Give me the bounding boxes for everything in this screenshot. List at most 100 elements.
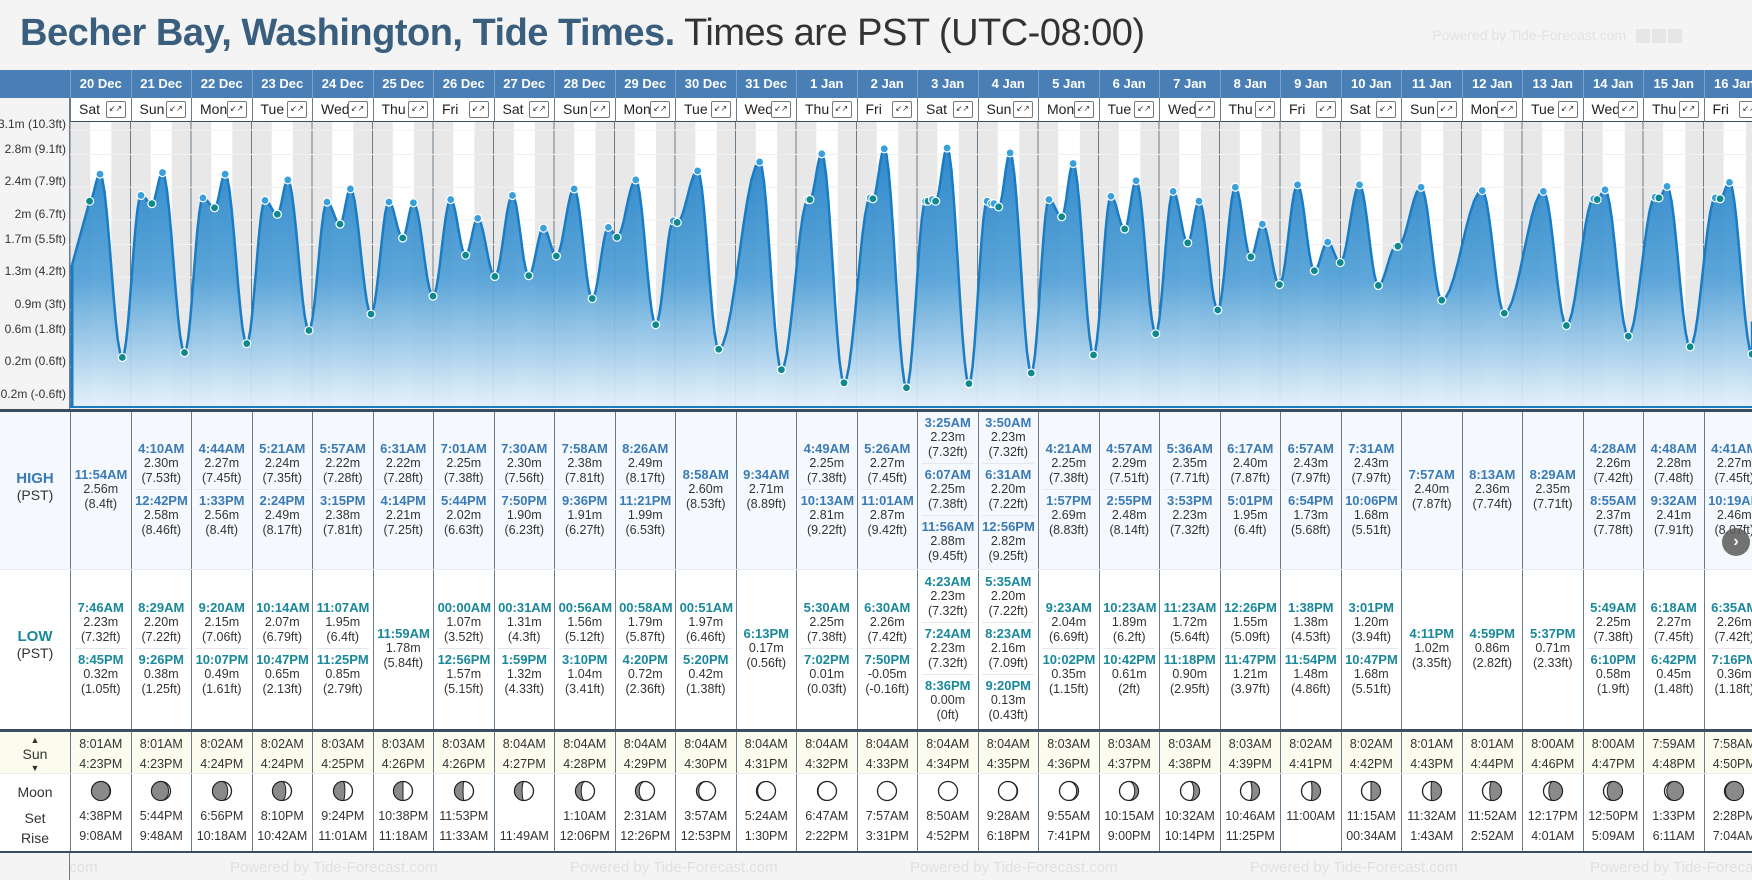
high-tide-marker[interactable] (631, 175, 641, 185)
low-tide-marker[interactable] (587, 293, 597, 304)
high-tide-marker[interactable] (136, 190, 146, 201)
low-tide-marker[interactable] (1120, 224, 1130, 234)
expand-day-button[interactable]: ↙↗ (1073, 101, 1094, 118)
low-tide-marker[interactable] (994, 202, 1004, 212)
high-tide-marker[interactable] (1662, 181, 1672, 192)
high-tide-marker[interactable] (1600, 185, 1610, 195)
low-tide-marker[interactable] (901, 383, 912, 393)
high-tide-marker[interactable] (283, 175, 293, 185)
high-tide-marker[interactable] (1044, 194, 1054, 205)
expand-day-button[interactable]: ↙↗ (287, 101, 307, 118)
expand-day-button[interactable]: ↙↗ (105, 101, 126, 118)
expand-day-button[interactable]: ↙↗ (166, 101, 186, 118)
high-tide-marker[interactable] (1477, 185, 1487, 196)
high-tide-marker[interactable] (345, 184, 356, 194)
low-tide-marker[interactable] (179, 347, 190, 358)
high-tide-marker[interactable] (603, 222, 614, 232)
expand-day-button[interactable]: ↙↗ (1315, 101, 1336, 118)
expand-day-button[interactable]: ↙↗ (408, 101, 428, 118)
low-tide-marker[interactable] (209, 203, 220, 213)
high-tide-marker[interactable] (942, 143, 952, 153)
low-tide-marker[interactable] (1183, 238, 1193, 248)
high-tide-marker[interactable] (1106, 191, 1116, 201)
low-tide-marker[interactable] (1246, 252, 1256, 262)
low-tide-marker[interactable] (805, 194, 815, 205)
expand-day-button[interactable]: ↙↗ (529, 101, 549, 118)
high-tide-marker[interactable] (1354, 180, 1365, 190)
expand-day-button[interactable]: ↙↗ (952, 101, 973, 118)
high-tide-marker[interactable] (538, 223, 549, 233)
expand-day-button[interactable]: ↙↗ (892, 101, 912, 118)
expand-day-button[interactable]: ↙↗ (1013, 101, 1033, 118)
expand-day-button[interactable]: ↙↗ (468, 101, 489, 118)
low-tide-marker[interactable] (714, 344, 724, 354)
low-tide-marker[interactable] (524, 271, 534, 281)
high-tide-marker[interactable] (322, 197, 332, 207)
low-tide-marker[interactable] (1499, 308, 1509, 318)
high-tide-marker[interactable] (1168, 186, 1178, 196)
low-tide-marker[interactable] (1654, 193, 1664, 203)
high-tide-marker[interactable] (1230, 182, 1240, 192)
expand-day-button[interactable]: ↙↗ (1134, 101, 1154, 118)
low-tide-marker[interactable] (428, 291, 438, 301)
expand-day-button[interactable]: ↙↗ (1194, 101, 1215, 118)
low-tide-marker[interactable] (1274, 280, 1285, 290)
low-tide-marker[interactable] (304, 325, 314, 336)
high-tide-marker[interactable] (198, 193, 208, 203)
expand-day-button[interactable]: ↙↗ (650, 101, 670, 118)
high-tide-marker[interactable] (260, 195, 270, 205)
low-tide-marker[interactable] (1623, 331, 1633, 341)
low-tide-marker[interactable] (868, 194, 878, 204)
low-tide-marker[interactable] (242, 338, 252, 349)
scroll-next-button[interactable]: › (1722, 528, 1750, 556)
low-tide-marker[interactable] (117, 352, 127, 363)
high-tide-marker[interactable] (1194, 196, 1204, 206)
high-tide-marker[interactable] (569, 184, 579, 194)
low-tide-marker[interactable] (1715, 194, 1725, 204)
low-tide-marker[interactable] (964, 379, 974, 389)
high-tide-marker[interactable] (157, 167, 168, 178)
high-tide-marker[interactable] (693, 166, 703, 176)
low-tide-marker[interactable] (612, 232, 622, 242)
high-tide-marker[interactable] (1416, 182, 1426, 192)
low-tide-marker[interactable] (1437, 295, 1447, 305)
low-tide-marker[interactable] (366, 309, 376, 319)
expand-day-button[interactable]: ↙↗ (347, 101, 368, 118)
low-tide-marker[interactable] (1151, 329, 1161, 339)
low-tide-marker[interactable] (1026, 368, 1036, 378)
high-tide-marker[interactable] (1068, 158, 1078, 169)
expand-day-button[interactable]: ↙↗ (1255, 101, 1275, 118)
high-tide-marker[interactable] (1005, 148, 1015, 158)
high-tide-marker[interactable] (1131, 176, 1141, 186)
expand-day-button[interactable]: ↙↗ (1618, 101, 1638, 118)
low-tide-marker[interactable] (931, 196, 941, 206)
low-tide-marker[interactable] (272, 209, 282, 219)
low-tide-marker[interactable] (1393, 241, 1403, 251)
expand-day-button[interactable]: ↙↗ (1376, 101, 1396, 118)
expand-day-button[interactable]: ↙↗ (1497, 101, 1517, 118)
high-tide-marker[interactable] (817, 149, 827, 159)
high-tide-marker[interactable] (1538, 186, 1548, 196)
low-tide-marker[interactable] (1747, 349, 1752, 359)
low-tide-marker[interactable] (839, 378, 849, 388)
low-tide-marker[interactable] (1685, 342, 1695, 352)
expand-day-button[interactable]: ↙↗ (226, 101, 247, 118)
low-tide-marker[interactable] (672, 217, 682, 228)
high-tide-marker[interactable] (507, 190, 518, 201)
low-tide-marker[interactable] (147, 199, 157, 209)
expand-day-button[interactable]: ↙↗ (710, 101, 731, 118)
low-tide-marker[interactable] (1335, 257, 1345, 268)
low-tide-marker[interactable] (551, 251, 561, 261)
high-tide-marker[interactable] (1724, 177, 1735, 187)
low-tide-marker[interactable] (776, 365, 787, 375)
expand-day-button[interactable]: ↙↗ (589, 101, 610, 118)
low-tide-marker[interactable] (84, 196, 95, 206)
low-tide-marker[interactable] (335, 219, 345, 229)
expand-day-button[interactable]: ↙↗ (1678, 101, 1699, 118)
low-tide-marker[interactable] (1373, 280, 1383, 291)
low-tide-marker[interactable] (1592, 194, 1602, 205)
high-tide-marker[interactable] (1292, 180, 1303, 190)
high-tide-marker[interactable] (1323, 237, 1333, 247)
expand-day-button[interactable]: ↙↗ (831, 101, 852, 118)
high-tide-marker[interactable] (408, 198, 419, 208)
